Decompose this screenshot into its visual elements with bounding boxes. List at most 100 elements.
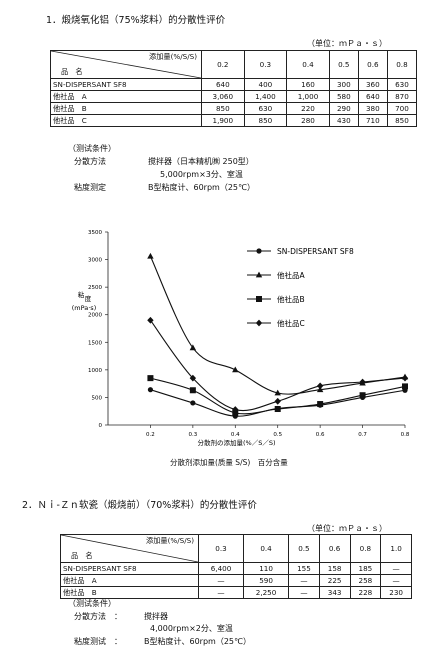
- y-axis-label-line3: (mPa·s): [72, 304, 96, 312]
- cell-value: 220: [286, 102, 330, 115]
- table-row: 他社品 A 3,060 1,400 1,000 580 640 870: [50, 90, 418, 103]
- cell-value: 1,000: [286, 90, 330, 103]
- section1-title: 1．煅烧氧化铝（75%浆料）的分散性评价: [46, 15, 226, 26]
- header-diagonal-line: [51, 51, 201, 78]
- legend-label: 他社品B: [277, 294, 305, 304]
- cell-value: 300: [328, 78, 359, 91]
- y-axis-label-line2: 度: [85, 294, 92, 303]
- cell-value: 850: [243, 114, 288, 127]
- data-point: [189, 374, 197, 382]
- header-name-label: 品 名: [61, 67, 83, 76]
- table-row: SN-DISPERSANT SF8 640 400 160 300 360 63…: [50, 78, 418, 91]
- column-header: 0.4: [286, 50, 330, 79]
- header-name-label: 品 名: [71, 551, 93, 560]
- legend-marker: [256, 296, 262, 302]
- cell-value: 640: [201, 78, 245, 91]
- cell-value: 258: [349, 574, 382, 587]
- legend-marker: [255, 319, 263, 327]
- legend-marker: [256, 248, 262, 254]
- cell-value: —: [197, 574, 245, 587]
- cell-value: —: [380, 574, 412, 587]
- row-name: 他社品 A: [50, 90, 202, 103]
- cell-value: 155: [288, 562, 320, 575]
- legend-marker: [255, 271, 263, 278]
- viscosity-value: B型粘度计、60rpm（25℃）: [144, 636, 251, 646]
- data-point: [316, 382, 324, 390]
- column-header: 0.2: [201, 50, 245, 79]
- method-value: 搅拌器（日本精机㈱ 250型）: [148, 157, 254, 166]
- y-tick-label: 3500: [88, 230, 102, 236]
- y-tick-label: 500: [92, 395, 103, 401]
- row-name: SN-DISPERSANT SF8: [60, 562, 199, 575]
- row-name: 他社品 C: [50, 114, 202, 127]
- table-row: 他社品 C 1,900 850 280 430 710 850: [50, 114, 418, 127]
- cell-value: 640: [357, 90, 388, 103]
- data-point: [274, 397, 281, 405]
- chart-caption: 分散剂添加量(质量 S/S) 百分含量: [170, 458, 288, 467]
- cell-value: 710: [357, 114, 388, 127]
- cell-value: —: [288, 574, 320, 587]
- cell-value: 380: [357, 102, 388, 115]
- cell-value: —: [288, 586, 320, 599]
- column-header: 0.3: [243, 50, 288, 79]
- cell-value: 870: [386, 90, 418, 103]
- legend-label: 他社品A: [277, 270, 305, 280]
- column-header: 0.6: [318, 534, 351, 563]
- data-point: [401, 374, 409, 382]
- data-point: [189, 387, 196, 394]
- method-label: 分散方法: [74, 157, 106, 166]
- viscosity-label: 粘度测定: [74, 183, 106, 192]
- x-tick-label: 0.7: [358, 432, 367, 438]
- row-name: SN-DISPERSANT SF8: [50, 78, 202, 91]
- data-point: [189, 344, 197, 351]
- table-row: 他社品 B 850 630 220 290 380 700: [50, 102, 418, 115]
- cell-value: 185: [349, 562, 382, 575]
- data-point: [274, 406, 281, 413]
- column-header: 0.8: [386, 50, 418, 79]
- row-name: 他社品 A: [60, 574, 199, 587]
- y-tick-label: 2000: [88, 313, 102, 319]
- section1-conditions: （测试条件） 分散方法 搅拌器（日本精机㈱ 250型） 5,000rpm×3分、…: [68, 142, 255, 194]
- y-tick-label: 0: [99, 423, 103, 429]
- cell-value: —: [197, 586, 245, 599]
- cell-value: 230: [380, 586, 412, 599]
- y-tick-label: 1000: [88, 368, 102, 374]
- cell-value: 630: [243, 102, 288, 115]
- x-tick-label: 0.3: [188, 432, 197, 438]
- table-header-corner: 添加量(%/S/S) 品 名: [60, 534, 199, 563]
- data-point: [359, 392, 366, 399]
- table-row: SN-DISPERSANT SF8 6,400 110 155 158 185 …: [60, 562, 412, 575]
- column-header: 0.3: [197, 534, 245, 563]
- cell-value: 343: [318, 586, 351, 599]
- cell-value: 225: [318, 574, 351, 587]
- y-tick-label: 1500: [88, 340, 102, 346]
- data-point: [190, 400, 196, 406]
- cell-value: 6,400: [197, 562, 245, 575]
- y-tick-label: 3000: [88, 258, 102, 264]
- chart-series: [147, 252, 409, 419]
- legend-label: SN-DISPERSANT SF8: [277, 247, 354, 256]
- cell-value: 850: [201, 102, 245, 115]
- data-point: [147, 375, 154, 382]
- table-header-corner: 添加量(%/S/S) 品 名: [50, 50, 202, 79]
- cell-value: 360: [357, 78, 388, 91]
- section2-title: 2．Ｎｉ-Ｚｎ软瓷（煅烧前）（70%浆料）的分散性评价: [22, 500, 257, 511]
- section1-unit: （单位：ｍＰａ・ｓ）: [307, 39, 387, 48]
- section2-unit: （单位：ｍＰａ・ｓ）: [307, 524, 387, 533]
- header-amount-label: 添加量(%/S/S): [146, 536, 194, 545]
- x-tick-label: 0.2: [146, 432, 155, 438]
- viscosity-chart: 0 500 1000 1500 2000 2500 3000 3500 0.2 0.3 0.4 0.5…: [72, 230, 410, 447]
- cell-value: 590: [243, 574, 290, 587]
- column-header: 0.8: [349, 534, 382, 563]
- y-axis-label-line1: 粘: [78, 290, 85, 299]
- cell-value: 160: [286, 78, 330, 91]
- data-point: [147, 387, 154, 393]
- cell-value: 850: [386, 114, 418, 127]
- method-value-2: 4,000rpm×2分、室温: [150, 624, 233, 633]
- cell-value: 158: [318, 562, 351, 575]
- header-diagonal-line: [61, 535, 198, 562]
- table-row: 他社品 A — 590 — 225 258 —: [60, 574, 412, 587]
- cell-value: 2,250: [243, 586, 290, 599]
- cell-value: 1,900: [201, 114, 245, 127]
- cell-value: 1,400: [243, 90, 288, 103]
